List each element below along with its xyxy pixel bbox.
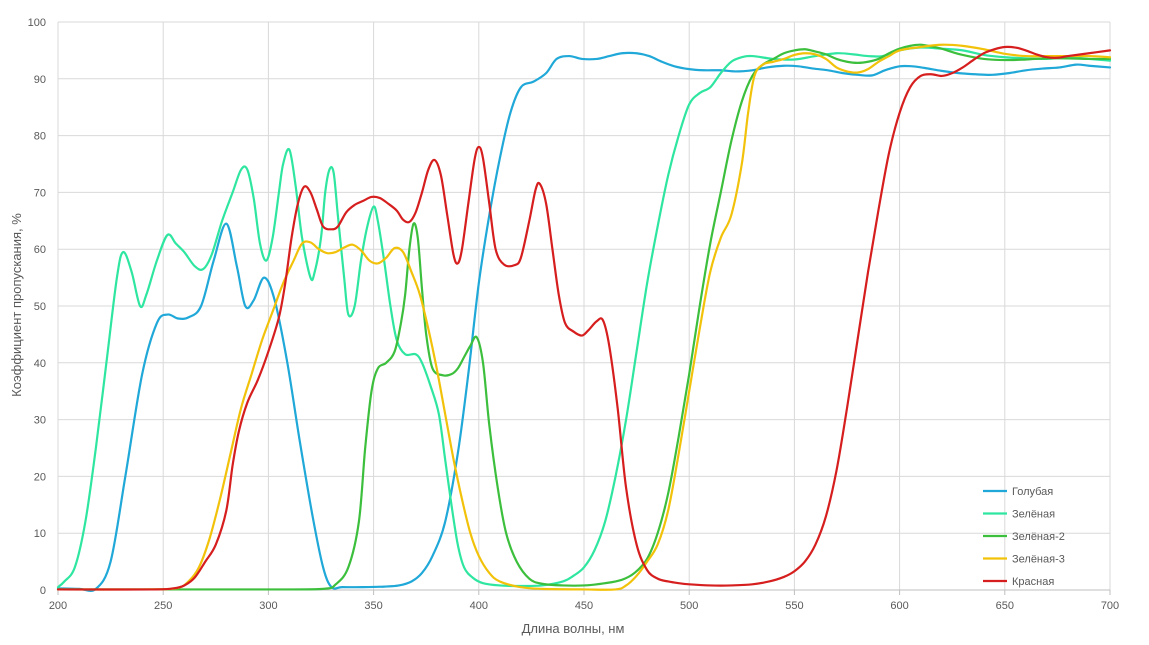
y-tick-label: 0 (40, 585, 46, 597)
y-tick-labels: 0 10 20 30 40 50 60 70 80 90 100 (28, 17, 46, 597)
x-axis-title: Длина волны, нм (522, 621, 625, 636)
y-tick-label: 100 (28, 17, 46, 29)
series-1-legend-label: Голубая (1012, 486, 1053, 498)
legend: Голубая Зелёная Зелёная-2 Зелёная-3 Красная (983, 486, 1065, 588)
y-tick-label: 60 (34, 244, 46, 256)
x-tick-label: 250 (154, 600, 172, 612)
grid-lines (58, 21, 1111, 590)
x-tick-label: 350 (364, 600, 382, 612)
series-lines (56, 43, 1112, 592)
y-axis-title: Коэффициент пропускания, % (9, 213, 24, 397)
x-tick-label: 450 (575, 600, 593, 612)
series-5-line (56, 45, 1112, 591)
x-tick-label: 400 (470, 600, 488, 612)
x-tick-label: 500 (680, 600, 698, 612)
x-tick-label: 600 (890, 600, 908, 612)
series-2-legend-label: Зелёная (1012, 509, 1055, 521)
x-tick-label: 300 (259, 600, 277, 612)
y-tick-label: 50 (34, 301, 46, 313)
y-tick-label: 70 (34, 187, 46, 199)
series-3-legend-label: Зелёная-2 (1012, 531, 1065, 543)
x-tick-label: 700 (1101, 600, 1119, 612)
x-tick-label: 650 (996, 600, 1014, 612)
y-tick-label: 90 (34, 74, 46, 86)
series-3-line (56, 43, 1112, 591)
y-tick-label: 80 (34, 131, 46, 143)
y-tick-label: 40 (34, 358, 46, 370)
series-4-line (56, 43, 1112, 591)
x-tick-labels: 200 250 300 350 400 450 500 550 600 650 700 (49, 600, 1119, 612)
series-5-legend-label: Красная (1012, 576, 1054, 588)
x-tick-label: 550 (785, 600, 803, 612)
y-tick-label: 30 (34, 415, 46, 427)
series-1-line (56, 51, 1112, 592)
y-tick-label: 20 (34, 471, 46, 483)
series-2-line (56, 46, 1112, 589)
x-tick-label: 200 (49, 600, 67, 612)
series-4-legend-label: Зелёная-3 (1012, 554, 1065, 566)
y-tick-label: 10 (34, 528, 46, 540)
